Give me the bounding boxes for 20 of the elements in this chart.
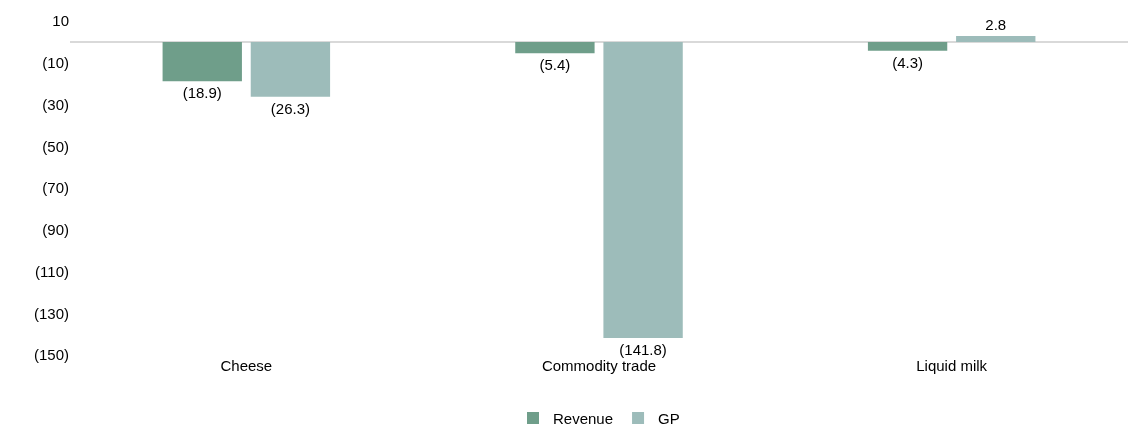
legend-label: GP: [658, 409, 680, 427]
data-label: (141.8): [619, 340, 667, 358]
y-tick-label: (110): [35, 262, 69, 280]
y-tick-label: (150): [33, 346, 69, 364]
legend-label: Revenue: [553, 409, 614, 427]
y-tick-label: (50): [42, 137, 69, 155]
data-label: (26.3): [270, 99, 311, 117]
y-tick-label: (130): [33, 304, 69, 322]
y-tick-label: (90): [42, 221, 69, 238]
data-label: (5.4): [539, 56, 571, 74]
x-tick-label: Cheese: [220, 357, 273, 374]
y-tick-label: (30): [42, 95, 69, 113]
x-tick-label: Liquid milk: [916, 357, 988, 374]
data-label: 2.8: [985, 16, 1007, 34]
data-label: (4.3): [892, 53, 924, 71]
y-tick-label: (70): [42, 179, 69, 197]
y-tick-label: (10): [42, 54, 69, 71]
x-tick-label: Commodity trade: [541, 357, 657, 374]
y-tick-label: 10: [52, 12, 69, 30]
data-label: (18.9): [182, 84, 222, 102]
